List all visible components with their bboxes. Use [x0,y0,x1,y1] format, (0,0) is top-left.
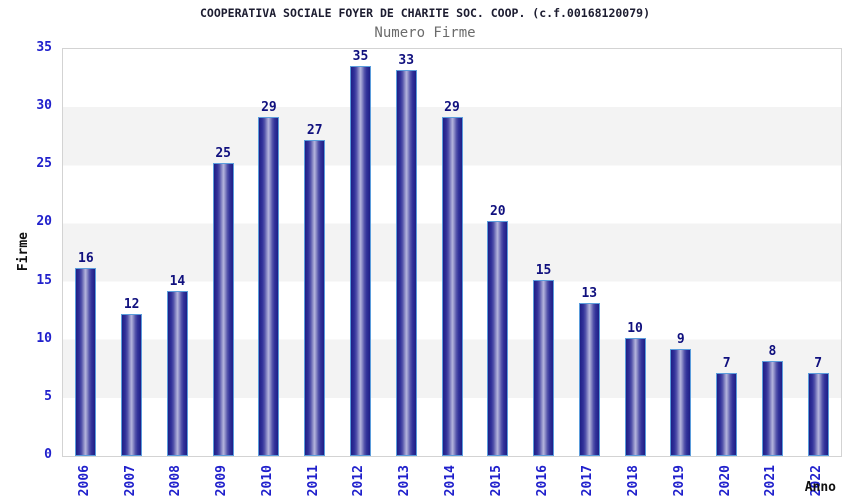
bar-value-label: 12 [123,297,140,313]
chart-title: COOPERATIVA SOCIALE FOYER DE CHARITE SOC… [199,6,651,20]
bar-slot-2006: 16 [63,49,109,456]
bar-slot-2010: 29 [246,49,292,456]
x-tick-label-2017: 2017 [580,465,596,497]
bar-slot-2011: 27 [292,49,338,456]
bar-2022 [807,372,829,456]
bar-slot-2007: 12 [109,49,155,456]
bar-slot-2008: 14 [155,49,201,456]
x-tick-slot: 2021 [748,465,794,501]
x-tick-label-2019: 2019 [671,465,687,497]
y-axis-ticks: 0 5 10 15 20 25 30 35 [0,40,55,462]
y-tick-label-35: 35 [36,40,52,55]
bar-series: 16 12 14 25 29 27 35 33 29 20 15 13 10 9 7 8 7 [63,49,841,456]
bar-2015 [487,221,509,456]
x-tick-label-2014: 2014 [443,465,458,497]
y-tick-label-0: 0 [44,447,52,462]
x-tick-slot: 2019 [657,465,703,501]
bar-slot-2015: 20 [475,49,521,456]
bar-2021 [761,360,783,456]
x-tick-slot: 2017 [565,465,611,501]
x-tick-label-2006: 2006 [76,465,92,497]
x-tick-label-2010: 2010 [259,465,275,497]
bar-slot-2012: 35 [338,49,384,456]
x-tick-label-2018: 2018 [626,465,642,497]
x-tick-slot: 2012 [337,465,383,501]
bar-value-label: 10 [627,320,643,336]
bar-value-label: 35 [352,49,369,64]
y-tick-label-5: 5 [44,388,52,404]
bar-value-label: 33 [398,53,415,69]
bar-2017 [578,302,600,456]
bar-2016 [533,279,555,456]
legend-label: Numero Firme [374,25,476,41]
bar-value-label: 15 [535,262,552,278]
x-tick-slot: 2006 [62,465,108,501]
x-axis-label: Anno [804,480,836,495]
bar-value-label: 14 [169,274,186,290]
bar-2006 [75,267,97,456]
bar-value-label: 29 [444,99,460,115]
bar-2018 [624,337,646,456]
bar-slot-2009: 25 [200,49,246,456]
x-tick-slot: 2018 [611,465,657,501]
bar-slot-2017: 13 [566,49,612,456]
x-tick-label-2007: 2007 [122,465,138,497]
x-tick-slot: 2016 [520,465,566,501]
bar-2013 [395,70,417,456]
bar-value-label: 16 [78,250,94,266]
bar-value-label: 27 [306,123,323,139]
y-tick-label-20: 20 [36,214,52,230]
x-axis-ticks: 2006 2007 2008 2009 2010 2011 2012 2013 2014 2015… [62,465,840,501]
bar-slot-2014: 29 [429,49,475,456]
bar-value-label: 29 [261,99,277,115]
bar-2019 [670,349,692,456]
y-tick-label-15: 15 [36,272,52,288]
bar-value-label: 20 [489,204,506,220]
x-tick-slot: 2014 [428,465,474,501]
x-tick-slot: 2007 [108,465,154,501]
x-tick-label-2009: 2009 [214,465,230,497]
bar-2008 [166,291,188,456]
bar-slot-2022: 7 [795,49,841,456]
bar-2010 [258,116,280,456]
bar-2007 [121,314,143,456]
x-tick-label-2011: 2011 [305,465,321,497]
x-tick-slot: 2009 [199,465,245,501]
y-tick-label-30: 30 [36,98,52,114]
y-tick-label-10: 10 [36,330,52,346]
x-tick-label-2021: 2021 [763,465,779,497]
bar-slot-2016: 15 [521,49,567,456]
y-tick-label-25: 25 [36,156,52,172]
x-tick-slot: 2015 [474,465,520,501]
plot-area: 16 12 14 25 29 27 35 33 29 20 15 13 10 9 7 8 7 [62,48,842,457]
bar-2011 [304,140,326,456]
bar-slot-2018: 10 [612,49,658,456]
bar-slot-2021: 8 [749,49,795,456]
x-tick-slot: 2020 [703,465,749,501]
x-tick-slot: 2008 [154,465,200,501]
x-tick-label-2008: 2008 [168,465,184,497]
bar-value-label: 13 [581,285,598,301]
bar-value-label: 9 [676,332,685,348]
x-tick-slot: 2011 [291,465,337,501]
bar-slot-2013: 33 [383,49,429,456]
x-tick-slot: 2010 [245,465,291,501]
bar-slot-2020: 7 [704,49,750,456]
x-tick-label-2020: 2020 [717,465,733,497]
bar-value-label: 8 [768,343,777,359]
bar-value-label: 25 [215,146,231,162]
x-tick-slot: 2013 [382,465,428,501]
bar-value-label: 7 [722,355,731,371]
x-tick-label-2015: 2015 [488,465,504,497]
bar-2014 [441,116,463,456]
bar-2012 [349,66,371,456]
bar-value-label: 7 [814,355,823,371]
bar-2009 [212,163,234,456]
x-tick-label-2012: 2012 [351,465,367,497]
x-tick-label-2016: 2016 [534,465,550,497]
bar-slot-2019: 9 [658,49,704,456]
bar-2020 [716,372,738,456]
x-tick-label-2013: 2013 [397,465,413,497]
